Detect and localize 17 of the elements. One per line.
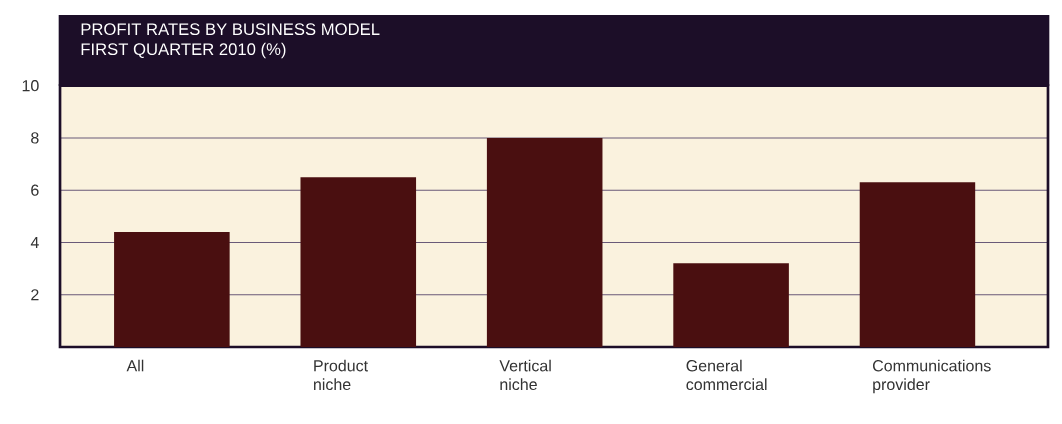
chart-subtitle: FIRST QUARTER 2010 (%) xyxy=(81,42,286,59)
x-tick-label: Vertical niche xyxy=(499,359,551,391)
bar xyxy=(114,232,230,347)
y-tick-label: 4 xyxy=(30,236,39,248)
y-tick-label: 10 xyxy=(22,80,39,92)
y-tick-label: 6 xyxy=(31,184,39,196)
bar xyxy=(673,263,789,347)
x-tick-label: All xyxy=(126,359,144,372)
bar xyxy=(300,177,417,347)
chart-title: PROFIT RATES BY BUSINESS MODEL xyxy=(81,23,380,36)
x-tick-label: Communications provider xyxy=(872,359,991,394)
y-tick-label: 8 xyxy=(31,132,39,144)
x-tick-label: Product niche xyxy=(314,359,368,391)
bar xyxy=(859,182,976,347)
bar xyxy=(486,137,603,347)
x-tick-label: General commercial xyxy=(686,359,767,391)
y-tick-label: 2 xyxy=(31,289,39,301)
